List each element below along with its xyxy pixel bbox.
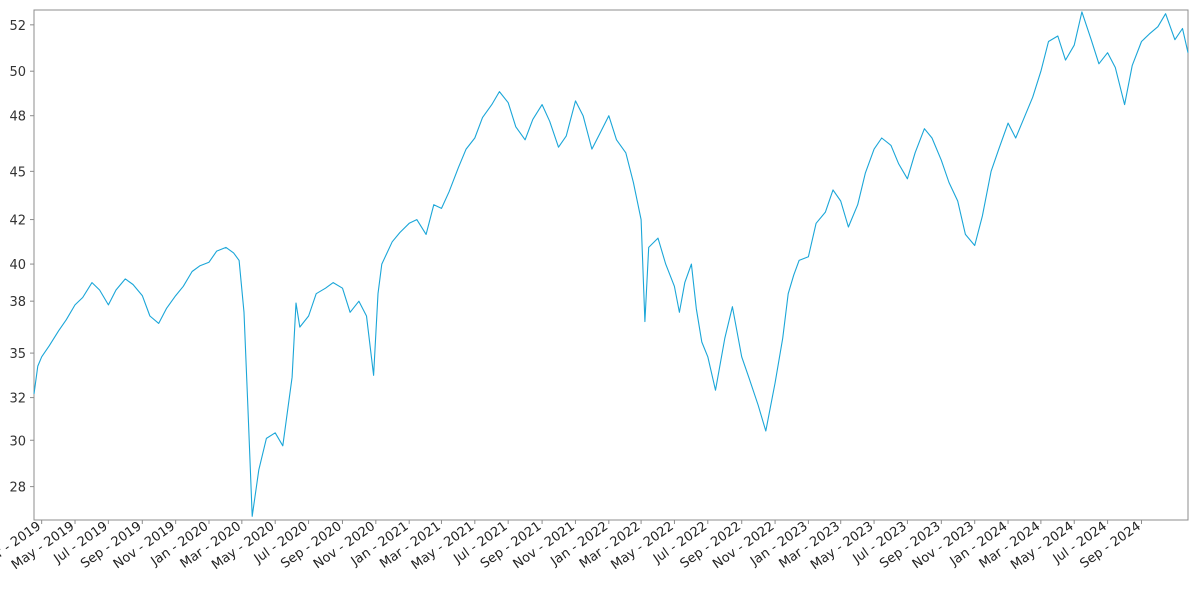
y-tick-label: 38 bbox=[9, 295, 26, 310]
y-tick-label: 50 bbox=[9, 65, 26, 80]
y-tick-label: 45 bbox=[9, 165, 26, 180]
y-tick-label: 28 bbox=[9, 481, 26, 496]
y-tick-label: 52 bbox=[9, 19, 26, 34]
series-layer bbox=[33, 11, 1189, 517]
y-tick-label: 40 bbox=[9, 258, 26, 273]
plot-area bbox=[33, 9, 1189, 521]
series-line bbox=[33, 11, 1189, 517]
y-axis: 28 30 32 35 38 40 42 45 48 50 52 bbox=[9, 19, 34, 496]
y-tick-label: 48 bbox=[9, 110, 26, 125]
y-tick-label: 30 bbox=[9, 434, 26, 449]
y-tick-label: 35 bbox=[9, 347, 26, 362]
y-tick-label: 42 bbox=[9, 214, 26, 229]
y-tick-label: 32 bbox=[9, 392, 26, 407]
